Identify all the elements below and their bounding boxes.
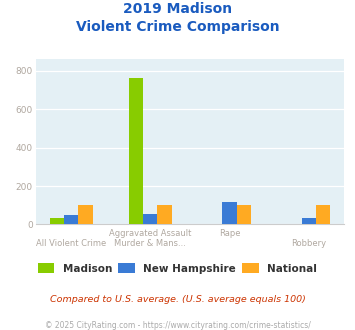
Text: © 2025 CityRating.com - https://www.cityrating.com/crime-statistics/: © 2025 CityRating.com - https://www.city… [45,321,310,330]
Text: Rape: Rape [219,229,240,238]
Text: Aggravated Assault: Aggravated Assault [109,229,191,238]
Legend: Madison, New Hampshire, National: Madison, New Hampshire, National [38,263,317,274]
Bar [302,218,316,224]
Text: Compared to U.S. average. (U.S. average equals 100): Compared to U.S. average. (U.S. average … [50,295,305,304]
Bar [316,205,330,224]
Bar [143,214,158,224]
Text: All Violent Crime: All Violent Crime [36,239,106,248]
Bar [50,218,64,224]
Text: Robbery: Robbery [291,239,326,248]
Bar [64,215,78,224]
Text: 2019 Madison: 2019 Madison [123,2,232,16]
Bar [237,205,251,224]
Bar [78,205,93,224]
Text: Violent Crime Comparison: Violent Crime Comparison [76,20,279,34]
Text: Murder & Mans...: Murder & Mans... [114,239,186,248]
Bar [129,78,143,224]
Bar [158,205,172,224]
Bar [222,202,237,224]
